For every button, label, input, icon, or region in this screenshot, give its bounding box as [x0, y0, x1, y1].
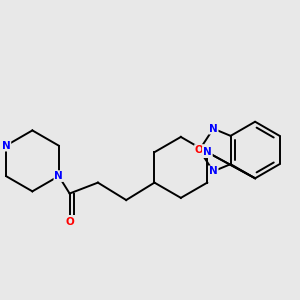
Text: N: N [209, 124, 218, 134]
Text: N: N [209, 167, 218, 176]
Text: N: N [203, 147, 212, 157]
Text: N: N [54, 171, 63, 181]
Text: O: O [195, 145, 204, 155]
Text: N: N [2, 141, 10, 151]
Text: O: O [65, 217, 74, 227]
Text: N: N [203, 147, 212, 157]
